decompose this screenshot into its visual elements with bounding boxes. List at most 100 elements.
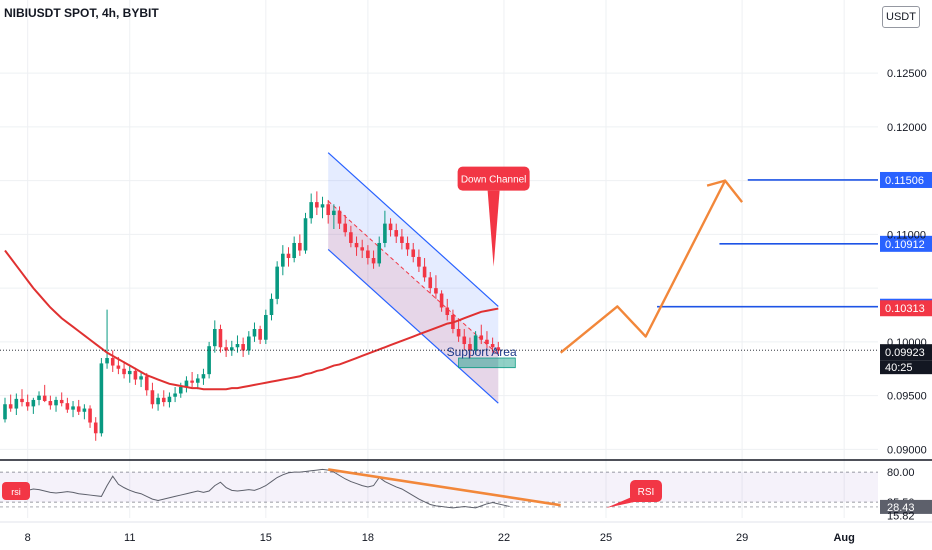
candle-body [110,358,115,366]
candle-body [25,402,30,407]
candle-body [167,396,172,403]
candle-body [326,204,330,216]
projection-arrowhead [706,179,726,187]
rsi-tick-label: 15.82 [887,510,915,522]
candle-body [388,223,393,231]
candle-body [473,335,478,351]
rsi-callout-label: RSI [638,487,655,498]
candle-body [371,258,376,264]
down-channel [327,152,499,404]
candle-body [309,202,313,219]
candle-body [173,393,177,397]
candle-body [156,397,160,405]
candle-body [366,250,370,259]
candle-body [218,328,223,348]
candle-body [82,408,87,412]
candle-body [93,422,98,434]
candle-body [303,218,308,251]
candle-body [37,395,41,400]
candle-body [3,404,7,420]
candle-body [8,404,13,409]
candle-body [14,398,19,409]
candle-body [479,335,484,340]
rsi-pane: rsi RSI [0,468,878,509]
candle-body [224,347,228,351]
symbol-title: NIBIUSDT SPOT, 4h, BYBIT [4,6,159,20]
price-badge [880,300,932,317]
price-badge [880,171,932,188]
candle-body [439,293,444,308]
candle-body [337,210,342,224]
moving-average-line [4,249,499,391]
candle-body [116,365,121,369]
candle-body [456,328,461,337]
candle-body [315,202,319,208]
candle-body [269,298,274,316]
rsi-tick-label: 80.00 [887,467,915,479]
candle-body [122,368,126,375]
candle-body [417,256,421,267]
channel-lower-line [327,248,499,404]
candle-body [88,408,92,423]
rsi-line [4,468,510,509]
candle-body [48,401,53,406]
y-tick-label: 0.09500 [887,391,927,403]
candle-body [65,403,70,410]
x-tick-label: 25 [600,532,612,544]
channel-upper-line [327,152,499,307]
candle-body [150,390,155,405]
candle-body [462,336,467,345]
candle-body [258,328,262,340]
candle-body [190,380,194,383]
candle-body [252,328,257,337]
candle-body [139,376,143,380]
currency-button[interactable]: USDT [882,6,920,28]
candle-body [207,346,211,375]
candle-body [133,370,138,380]
x-tick-label: 18 [362,532,374,544]
candle-body [241,344,245,351]
candle-body [144,376,149,391]
candle-body [468,344,472,351]
countdown-badge [880,360,932,375]
candle-body [445,307,450,316]
x-tick-label: Aug [833,532,854,544]
candle-body [105,358,109,364]
candle-body [127,370,132,375]
candle-body [320,204,325,208]
down-channel-label: Down Channel [461,175,527,186]
candle-body [71,406,75,410]
price-badge-label: 0.09923 [885,347,925,359]
x-tick-label: 15 [260,532,272,544]
candle-body [184,380,189,388]
candle-body [235,344,240,348]
y-tick-label: 0.12500 [887,68,927,80]
candle-body [405,242,410,250]
candle-body [292,242,296,259]
y-tick-label: 0.09000 [887,444,927,456]
candle-body [422,266,427,278]
candle-body [161,397,166,403]
candle-body [31,399,36,407]
rsi-callout-pointer [606,496,644,508]
projection-path [559,179,744,354]
time-axis[interactable]: 8111518222529Aug5 [25,532,932,544]
candle-body [383,223,387,243]
candle-body [496,347,501,351]
price-badge-label: 0.11506 [885,175,924,187]
candle-body [298,242,302,251]
down-channel-callout [457,166,530,191]
candle-body [332,210,336,216]
candle-body [349,232,353,243]
x-tick-label: 8 [25,532,31,544]
x-tick-label: 22 [498,532,510,544]
price-axis[interactable]: 0.115060.109120.103270.103130.0992340:25… [880,68,932,522]
price-badge-label: 0.10313 [885,303,925,315]
y-tick-label: 0.11000 [887,229,926,241]
candle-body [20,398,24,403]
annotations: Support Area Down Channel [0,166,878,369]
candle-body [434,288,438,294]
candle-body [377,242,382,264]
candle-body [485,339,489,345]
